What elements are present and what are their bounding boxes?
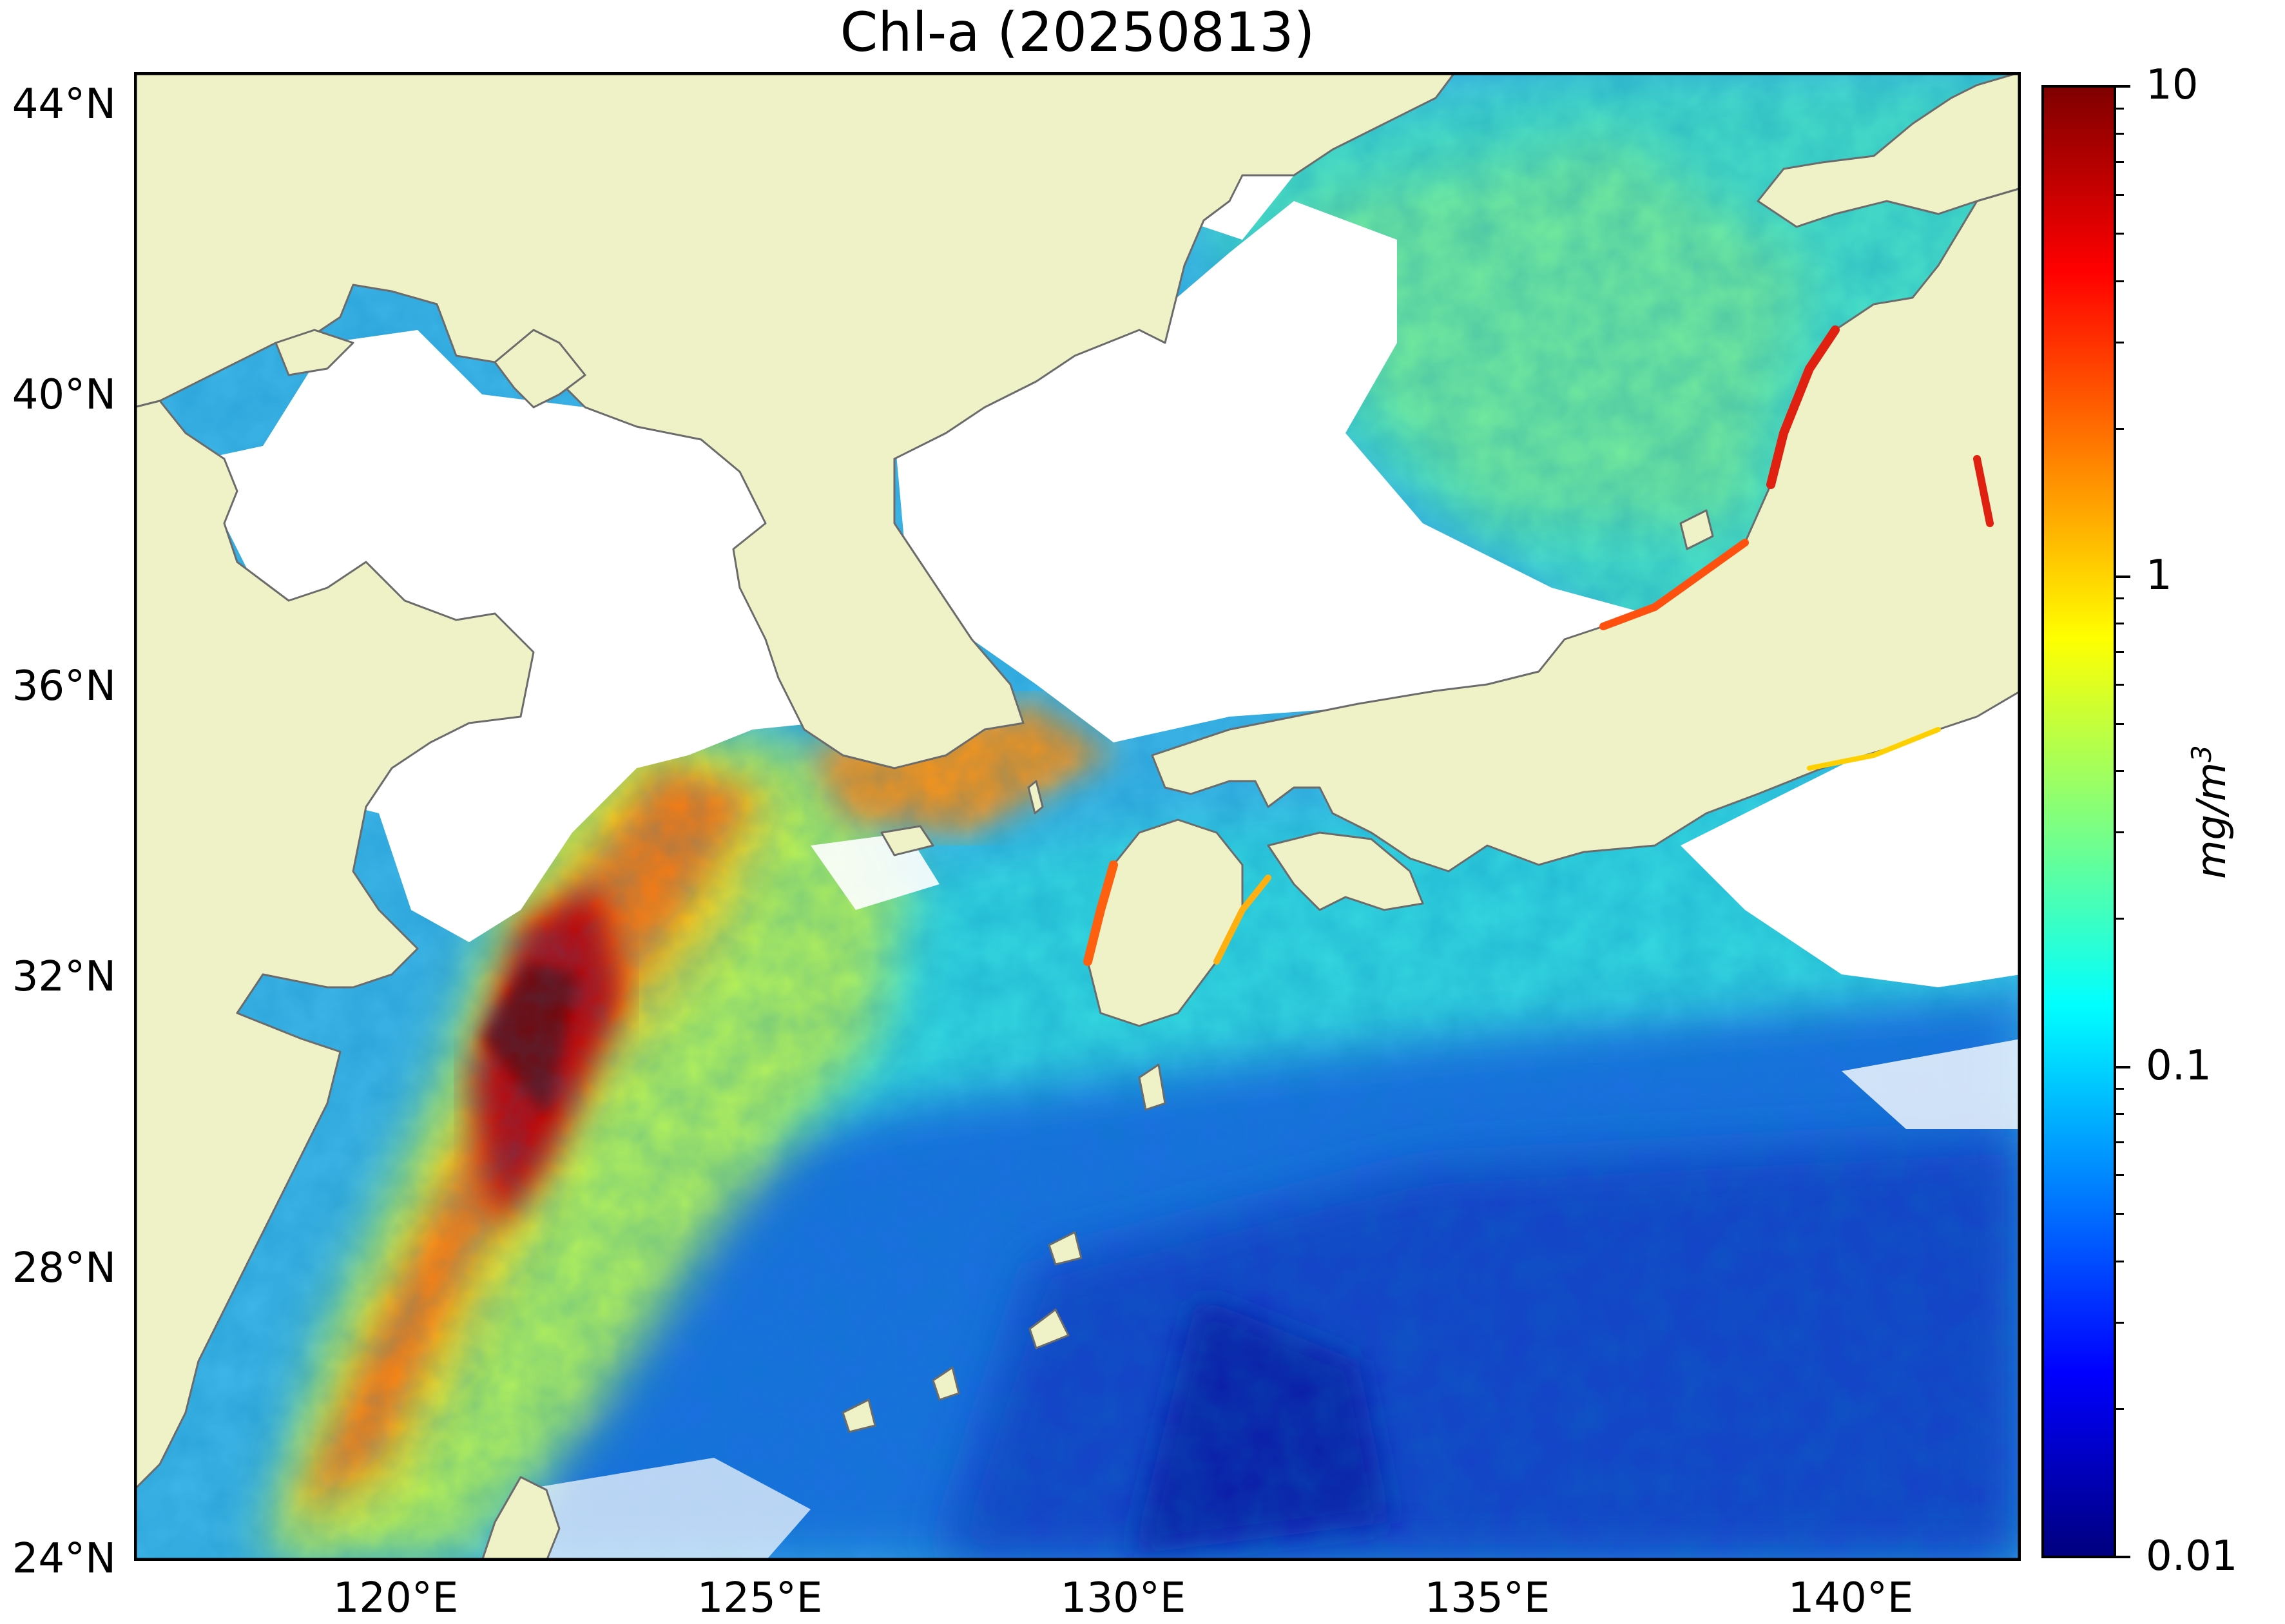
land-areas <box>134 72 2021 1561</box>
colorbar-minor-tick <box>2116 194 2124 196</box>
colorbar-minor-tick <box>2116 1261 2124 1262</box>
lat-label-36n: 36°N <box>12 662 116 710</box>
colorbar-label-10: 10 <box>2146 61 2199 109</box>
colorbar-major-tick <box>2116 575 2130 578</box>
mainland-asia <box>134 72 1456 769</box>
colorbar-minor-tick <box>2116 233 2124 235</box>
colorbar-minor-tick <box>2116 1408 2124 1410</box>
mainland-asia-south <box>134 400 535 1491</box>
colorbar-minor-tick <box>2116 1088 2124 1090</box>
colorbar-minor-tick <box>2116 723 2124 725</box>
honshu <box>1151 187 2021 873</box>
colorbar-minor-tick <box>2116 597 2124 599</box>
colorbar-minor-tick <box>2116 108 2124 110</box>
map-axes-frame <box>134 72 2021 1561</box>
colorbar-minor-tick <box>2116 342 2124 343</box>
colorbar-label-1: 1 <box>2146 552 2172 599</box>
lon-label-130e: 130°E <box>1060 1574 1186 1622</box>
colorbar-label-0-01: 0.01 <box>2146 1532 2238 1580</box>
colorbar <box>2041 85 2116 1558</box>
lat-label-44n: 44°N <box>12 81 116 128</box>
lat-label-28n: 28°N <box>12 1244 116 1292</box>
taiwan <box>481 1476 561 1561</box>
shikoku <box>1267 831 1424 911</box>
colorbar-minor-tick <box>2116 280 2124 282</box>
colorbar-minor-tick <box>2116 133 2124 135</box>
colorbar-minor-tick <box>2116 918 2124 920</box>
colorbar-minor-tick <box>2116 1322 2124 1324</box>
colorbar-unit-label: mg/m3 <box>2186 745 2235 879</box>
hokkaido <box>1757 72 2021 228</box>
colorbar-minor-tick <box>2116 623 2124 624</box>
colorbar-minor-tick <box>2116 1141 2124 1143</box>
lat-label-32n: 32°N <box>12 953 116 1001</box>
lon-label-125e: 125°E <box>697 1574 823 1622</box>
lat-label-24n: 24°N <box>12 1535 116 1583</box>
colorbar-label-0-1: 0.1 <box>2146 1042 2212 1090</box>
jeju <box>880 825 934 856</box>
colorbar-minor-tick <box>2116 1113 2124 1115</box>
lon-label-120e: 120°E <box>333 1574 459 1622</box>
colorbar-minor-tick <box>2116 1213 2124 1215</box>
colorbar-minor-tick <box>2116 770 2124 772</box>
chlorophyll-map <box>134 72 2021 1561</box>
coastal-highlights <box>1083 325 1994 966</box>
colorbar-minor-tick <box>2116 161 2124 163</box>
colorbar-major-tick <box>2116 85 2130 88</box>
map-title: Chl-a (20250813) <box>840 1 1315 64</box>
lon-label-140e: 140°E <box>1788 1574 1914 1622</box>
colorbar-major-tick <box>2116 1066 2130 1068</box>
colorbar-minor-tick <box>2116 651 2124 653</box>
colorbar-minor-tick <box>2116 831 2124 833</box>
colorbar-major-tick <box>2116 1556 2130 1558</box>
colorbar-minor-tick <box>2116 428 2124 430</box>
colorbar-minor-tick <box>2116 684 2124 686</box>
lat-label-40n: 40°N <box>12 371 116 419</box>
lon-label-135e: 135°E <box>1424 1574 1550 1622</box>
colorbar-minor-tick <box>2116 1174 2124 1176</box>
